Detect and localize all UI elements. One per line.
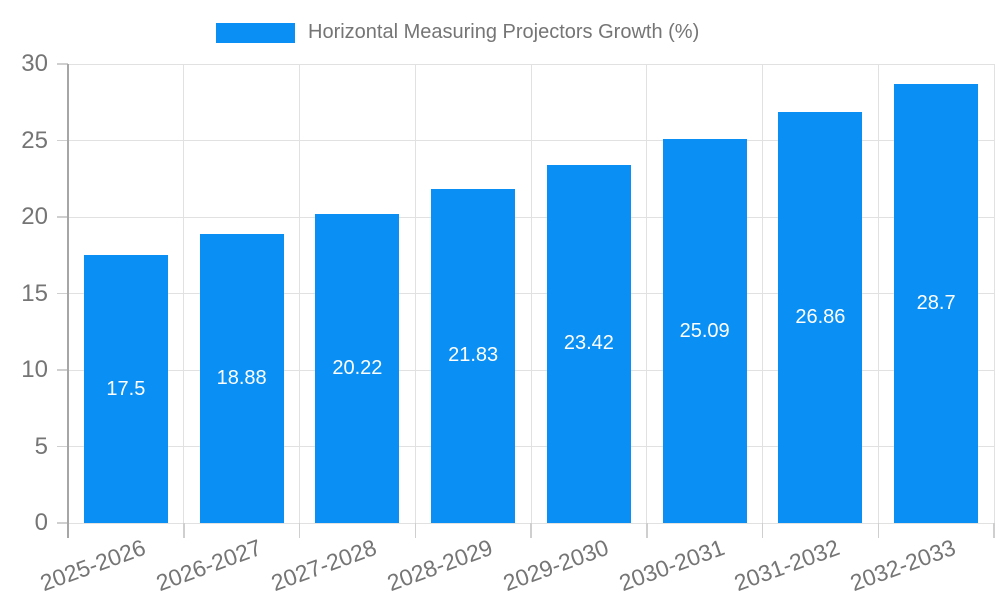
- y-tick-label: 30: [21, 50, 48, 77]
- x-axis-tick: [993, 523, 995, 538]
- bar-value-label: 17.5: [106, 377, 146, 400]
- x-tick-label: 2030-2031: [615, 534, 728, 597]
- bar-value-label: 28.7: [916, 291, 956, 314]
- gridline-vertical: [299, 64, 300, 523]
- x-tick-label: 2029-2030: [499, 534, 612, 597]
- x-axis-tick: [183, 523, 185, 538]
- bar[interactable]: 21.83: [431, 189, 516, 523]
- y-axis-tick: [57, 445, 68, 448]
- y-tick-label: 0: [34, 509, 48, 536]
- y-tick-label: 5: [34, 432, 48, 460]
- bar-value-label: 18.88: [216, 367, 267, 390]
- gridline-vertical: [530, 64, 532, 523]
- y-axis-tick: [57, 63, 68, 65]
- legend[interactable]: Horizontal Measuring Projectors Growth (…: [216, 21, 699, 44]
- y-tick-label: 20: [21, 203, 48, 230]
- x-tick-label: 2027-2028: [268, 534, 381, 597]
- bar-value-label: 20.22: [332, 356, 383, 379]
- bar-value-label: 23.42: [563, 332, 614, 355]
- legend-swatch: [216, 22, 295, 43]
- x-tick-label: 2031-2032: [731, 534, 844, 597]
- bar[interactable]: 20.22: [315, 213, 400, 523]
- gridline-vertical: [877, 64, 879, 523]
- gridline-vertical: [183, 64, 185, 523]
- bar-value-label: 26.86: [795, 306, 846, 328]
- y-axis-tick: [57, 139, 68, 142]
- x-tick-label: 2025-2026: [36, 534, 149, 597]
- gridline-vertical: [993, 64, 995, 523]
- y-axis-tick: [57, 369, 68, 371]
- x-tick-label: 2026-2027: [152, 534, 265, 597]
- x-tick-label: 2028-2029: [383, 534, 497, 597]
- bar[interactable]: 25.09: [662, 139, 747, 523]
- bar[interactable]: 18.88: [199, 234, 284, 523]
- gridline-vertical: [762, 64, 763, 523]
- legend-label: Horizontal Measuring Projectors Growth (…: [308, 21, 700, 43]
- bar[interactable]: 28.7: [894, 83, 979, 523]
- y-tick-label: 15: [21, 279, 48, 307]
- bar-value-label: 25.09: [679, 319, 730, 342]
- x-axis-tick: [414, 523, 416, 538]
- x-axis-tick: [646, 523, 648, 538]
- bar-value-label: 21.83: [448, 344, 499, 367]
- x-axis-tick: [530, 523, 532, 538]
- x-tick-label: 2032-2033: [846, 534, 960, 597]
- y-axis-tick: [57, 216, 68, 218]
- y-tick-label: 25: [21, 126, 48, 154]
- y-axis-tick: [57, 522, 68, 524]
- gridline-vertical: [414, 64, 416, 523]
- x-axis-tick: [877, 523, 879, 538]
- y-axis-tick: [57, 292, 68, 295]
- x-axis-tick: [298, 523, 301, 538]
- bar[interactable]: 17.5: [83, 255, 168, 523]
- bar[interactable]: 23.42: [546, 164, 631, 523]
- y-tick-label: 10: [21, 356, 48, 383]
- gridline-vertical: [646, 64, 648, 523]
- y-axis-line: [67, 64, 69, 538]
- x-axis-tick: [761, 523, 764, 538]
- bar[interactable]: 26.86: [778, 112, 863, 523]
